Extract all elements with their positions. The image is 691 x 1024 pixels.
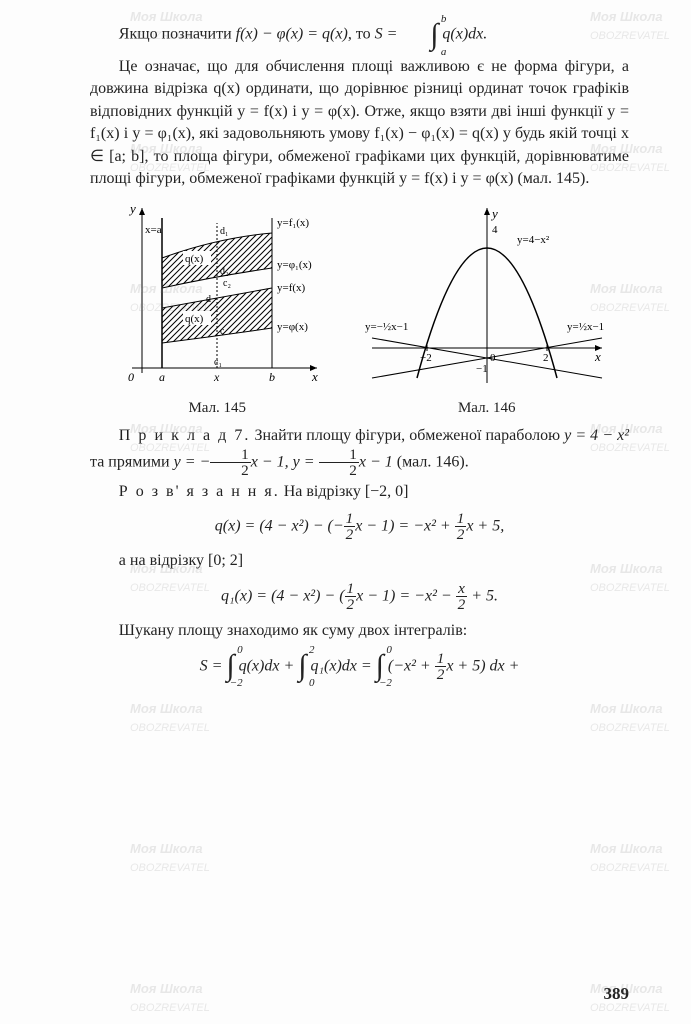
fig146-label: Мал. 146 [362, 398, 612, 419]
solution-line1: Р о з в' я з а н н я. На відрізку [−2, 0… [90, 481, 629, 503]
svg-text:d₁: d₁ [220, 226, 229, 237]
svg-text:c₂: c₂ [223, 278, 231, 289]
svg-text:q(x): q(x) [185, 253, 204, 265]
svg-text:−2: −2 [420, 352, 432, 364]
svg-text:d₂: d₂ [220, 266, 229, 277]
svg-text:c₁: c₁ [214, 357, 222, 368]
fig145-label: Мал. 145 [107, 398, 327, 419]
svg-text:x: x [594, 349, 601, 364]
svg-text:y=φ(x): y=φ(x) [277, 321, 308, 333]
svg-text:y=f(x): y=f(x) [277, 282, 306, 294]
svg-text:q(x): q(x) [185, 313, 204, 325]
mid-line: а на відрізку [0; 2] [90, 550, 629, 572]
solve-label: Р о з в' я з а н н я. [119, 483, 280, 500]
svg-text:x: x [311, 369, 318, 384]
svg-text:x=a: x=a [145, 224, 162, 236]
svg-text:b: b [269, 370, 275, 384]
eq-q1: q₁(x) = (4 − x²) − (12x − 1) = −x² − x2 … [90, 581, 629, 612]
svg-text:4: 4 [492, 224, 498, 236]
txt: , то [348, 26, 375, 43]
eq: q(x)dx. [442, 26, 487, 43]
fig146-svg: y x 0 −2 2 4 −1 y=4−x² y=−½x−1 y=½x−1 [362, 198, 612, 388]
watermark: Моя ШколаOBOZREVATEL [590, 840, 670, 877]
integral-icon: ∫ba [401, 20, 438, 50]
example-7: П р и к л а д 7. Знайти площу фігури, об… [90, 425, 629, 479]
svg-text:2: 2 [543, 352, 549, 364]
ex7-label: П р и к л а д 7. [119, 427, 251, 444]
svg-text:0: 0 [128, 370, 134, 384]
paragraph-explanation: Це означає, що для обчислення площі важл… [90, 56, 629, 190]
svg-text:y=−½x−1: y=−½x−1 [365, 321, 408, 333]
line-integral-def: Якщо позначити f(x) − φ(x) = q(x), то S … [90, 20, 629, 50]
eq: S = [375, 26, 402, 43]
figure-145: 0 x y x=a y=f₁(x) y=φ₁(x) y=f(x) y=φ(x) [107, 198, 327, 418]
figure-146: y x 0 −2 2 4 −1 y=4−x² y=−½x−1 y=½x−1 [362, 198, 612, 418]
figures-row: 0 x y x=a y=f₁(x) y=φ₁(x) y=f(x) y=φ(x) [90, 198, 629, 418]
fig145-svg: 0 x y x=a y=f₁(x) y=φ₁(x) y=f(x) y=φ(x) [107, 198, 327, 388]
svg-text:y=4−x²: y=4−x² [517, 234, 550, 246]
txt: Якщо позначити [119, 26, 236, 43]
watermark: Моя ШколаOBOZREVATEL [130, 980, 210, 1017]
page-number: 389 [604, 982, 630, 1006]
svg-text:y: y [490, 206, 498, 221]
svg-text:y=φ₁(x): y=φ₁(x) [277, 259, 312, 271]
eq-S: S = ∫0−2 q(x)dx + ∫20 q₁(x)dx = ∫0−2 (−x… [90, 651, 629, 682]
final-label: Шукану площу знаходимо як суму двох інте… [90, 620, 629, 642]
svg-text:0: 0 [490, 352, 496, 364]
txt: Знайти площу фігури, обмеженої парaболою [254, 427, 564, 444]
eq-q: q(x) = (4 − x²) − (−12x − 1) = −x² + 12x… [90, 511, 629, 542]
svg-text:a: a [159, 370, 165, 384]
svg-text:−1: −1 [476, 363, 488, 375]
svg-text:y=½x−1: y=½x−1 [567, 321, 604, 333]
svg-text:y: y [128, 201, 136, 216]
svg-text:y=f₁(x): y=f₁(x) [277, 217, 309, 229]
svg-text:c: c [220, 326, 225, 337]
watermark: Моя ШколаOBOZREVATEL [590, 980, 670, 1017]
svg-text:x: x [213, 370, 220, 384]
svg-text:d: d [206, 294, 211, 305]
watermark: Моя ШколаOBOZREVATEL [130, 840, 210, 877]
eq: f(x) − φ(x) = q(x) [236, 26, 348, 43]
